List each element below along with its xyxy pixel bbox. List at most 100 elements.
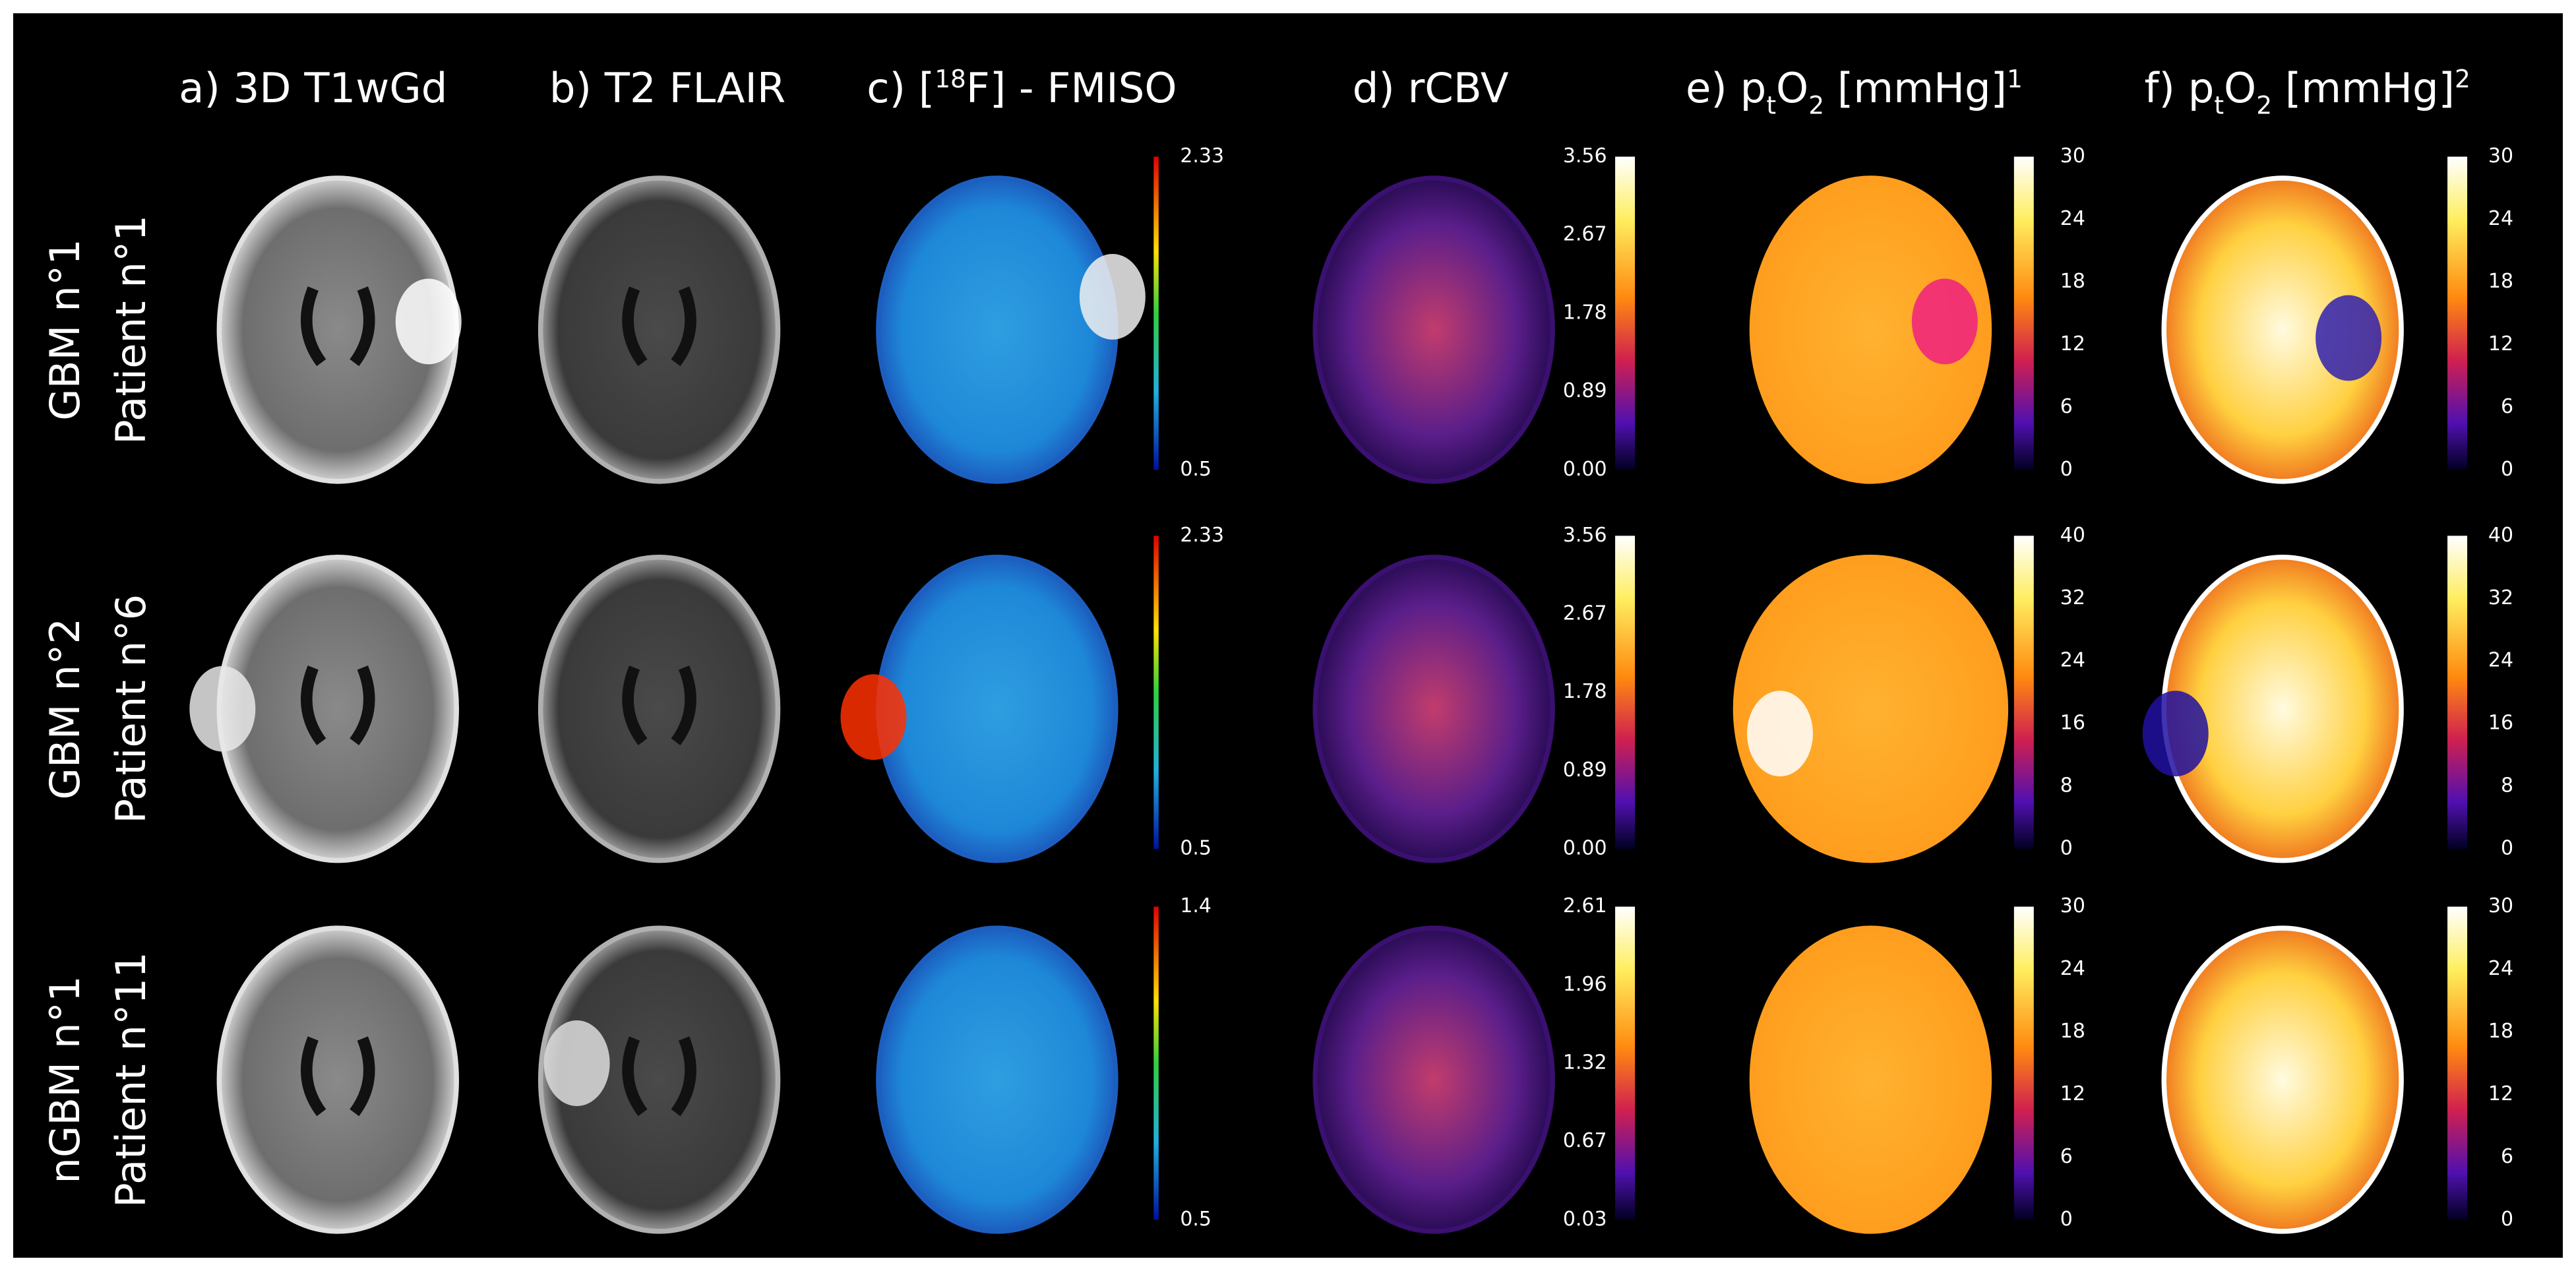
- header-sup: 1: [2007, 65, 2023, 94]
- colorbar: [2447, 156, 2468, 470]
- colorbar-label: 40: [2488, 524, 2513, 547]
- row-label: Patient n°6: [107, 594, 155, 824]
- colorbar-label: 18: [2060, 270, 2085, 293]
- colorbar-label: 2.61: [1563, 894, 1607, 917]
- colorbar: [1615, 536, 1636, 850]
- column-header: b) T2 FLAIR: [549, 64, 785, 112]
- row-2: nGBM n°1 Patient n°11 1.4 0.5 2.61 1.96 1.32 0.…: [41, 894, 2513, 1234]
- column-header: d) rCBV: [1353, 64, 1509, 112]
- colorbar-label: 30: [2060, 144, 2085, 168]
- colorbar: [2013, 156, 2034, 470]
- brain-scan: [1749, 925, 1992, 1234]
- header-text: b) T2 FLAIR: [549, 64, 785, 112]
- header-text: [mmHg]: [2272, 64, 2455, 112]
- lesion: [2142, 691, 2209, 777]
- ventricle: [301, 1036, 375, 1117]
- colorbar-label: 30: [2488, 894, 2513, 917]
- lesion: [1746, 691, 1813, 777]
- colorbar: [1153, 156, 1159, 470]
- brain-scan: [1312, 555, 1555, 863]
- header-sub: t: [2214, 91, 2224, 120]
- colorbar-label: 0: [2060, 1208, 2073, 1231]
- column-header: a) 3D T1wGd: [179, 64, 447, 112]
- ventricle: [622, 286, 696, 367]
- lesion: [395, 278, 462, 365]
- brain-scan: [537, 925, 781, 1234]
- header-sub: t: [1766, 91, 1776, 120]
- lesion: [1911, 278, 1978, 365]
- brain-scan: [876, 925, 1119, 1234]
- brain-scan: [537, 555, 781, 863]
- colorbar-label: 12: [2488, 1082, 2513, 1105]
- colorbar-label: 0.89: [1563, 379, 1607, 402]
- colorbar-label: 1.78: [1563, 680, 1607, 703]
- colorbar: [2013, 536, 2034, 850]
- lesion: [2315, 295, 2382, 381]
- header-text: O: [1776, 64, 1808, 112]
- colorbar: [1615, 906, 1636, 1220]
- colorbar-label: 30: [2060, 894, 2085, 917]
- colorbar-label: 40: [2060, 524, 2085, 547]
- header-text: F] - FMISO: [966, 64, 1177, 112]
- colorbar-label: 1.32: [1563, 1051, 1607, 1074]
- brain-scan: [2161, 175, 2404, 484]
- colorbar-label: 18: [2488, 1020, 2513, 1043]
- header-text: a) 3D T1wGd: [179, 64, 447, 112]
- colorbar-label: 0.5: [1180, 837, 1211, 860]
- colorbar-label: 12: [2060, 332, 2085, 356]
- header-text: c) [: [867, 64, 935, 112]
- colorbar-label: 3.56: [1563, 524, 1607, 547]
- colorbar-label: 18: [2488, 270, 2513, 293]
- colorbar-label: 0.5: [1180, 1208, 1211, 1231]
- colorbar-label: 0: [2060, 458, 2073, 481]
- brain-scan: [1733, 555, 2009, 863]
- colorbar-label: 24: [2060, 957, 2085, 980]
- colorbar-label: 24: [2488, 649, 2513, 672]
- colorbar-label: 0: [2060, 837, 2073, 860]
- colorbar-label: 12: [2060, 1082, 2085, 1105]
- brain-scan: [876, 555, 1119, 863]
- colorbar-label: 1.78: [1563, 301, 1607, 324]
- colorbar-label: 3.56: [1563, 144, 1607, 168]
- brain-scan: [876, 175, 1119, 484]
- colorbar-label: 2.33: [1180, 524, 1224, 547]
- header-text: [mmHg]: [1824, 64, 2007, 112]
- brain-scan: [2161, 925, 2404, 1234]
- column-header: e) ptO2 [mmHg]1: [1686, 64, 2023, 119]
- ventricle: [301, 286, 375, 367]
- colorbar-label: 2.67: [1563, 223, 1607, 246]
- colorbar: [2013, 906, 2034, 1220]
- header-sub: 2: [2256, 91, 2272, 120]
- colorbar-label: 24: [2488, 207, 2513, 230]
- ventricle: [622, 665, 696, 745]
- colorbar: [1153, 906, 1159, 1220]
- colorbar-label: 32: [2060, 586, 2085, 609]
- colorbar-label: 8: [2060, 774, 2073, 797]
- row-0: GBM n°1 Patient n°1 2.33 0.5 3.56 2.67 1.78 0.8…: [41, 144, 2513, 484]
- colorbar-label: 18: [2060, 1020, 2085, 1043]
- colorbar: [1153, 536, 1159, 850]
- colorbar: [2447, 536, 2468, 850]
- colorbar-label: 0.89: [1563, 759, 1607, 782]
- colorbar-label: 24: [2060, 649, 2085, 672]
- lesion: [1079, 253, 1146, 340]
- colorbar-label: 12: [2488, 332, 2513, 356]
- colorbar-label: 6: [2501, 1145, 2513, 1168]
- header-sup: 18: [935, 65, 966, 94]
- header-sup: 2: [2455, 65, 2470, 94]
- colorbar-label: 16: [2060, 712, 2085, 735]
- ventricle: [301, 665, 375, 745]
- colorbar-label: 16: [2488, 712, 2513, 735]
- header-text: e) p: [1686, 64, 1766, 112]
- lesion: [543, 1020, 610, 1106]
- colorbar-label: 0.00: [1563, 458, 1607, 481]
- lesion: [189, 666, 256, 752]
- colorbar-label: 6: [2060, 1145, 2073, 1168]
- row-label: Patient n°1: [107, 215, 155, 445]
- colorbar-label: 0: [2501, 458, 2513, 481]
- colorbar-label: 1.96: [1563, 973, 1607, 996]
- row-label: nGBM n°1: [41, 976, 89, 1183]
- colorbar-label: 0: [2501, 837, 2513, 860]
